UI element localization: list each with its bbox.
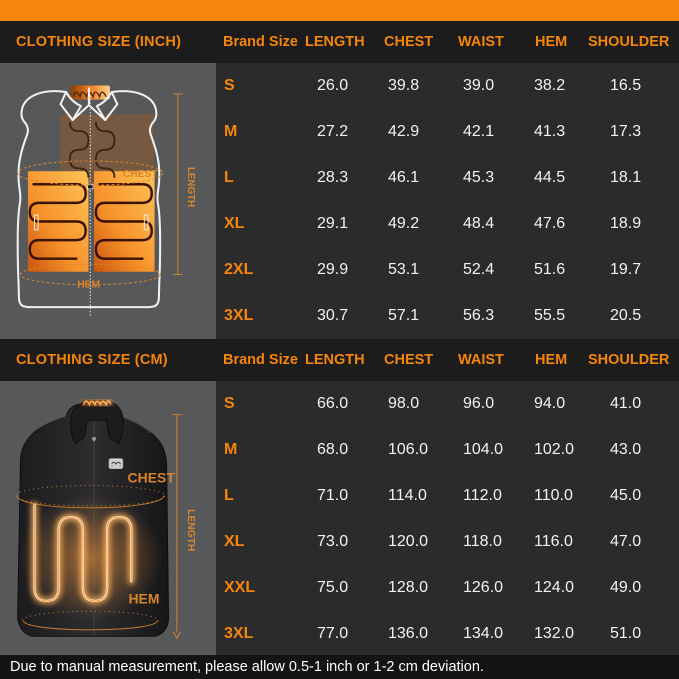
svg-text:HEM: HEM — [128, 591, 159, 607]
svg-text:CHEST: CHEST — [128, 470, 176, 486]
svg-text:CHEST: CHEST — [123, 169, 158, 180]
svg-text:HEM: HEM — [77, 280, 100, 291]
svg-text:LENGTH: LENGTH — [185, 509, 196, 551]
svg-text:LENGTH: LENGTH — [185, 167, 196, 207]
